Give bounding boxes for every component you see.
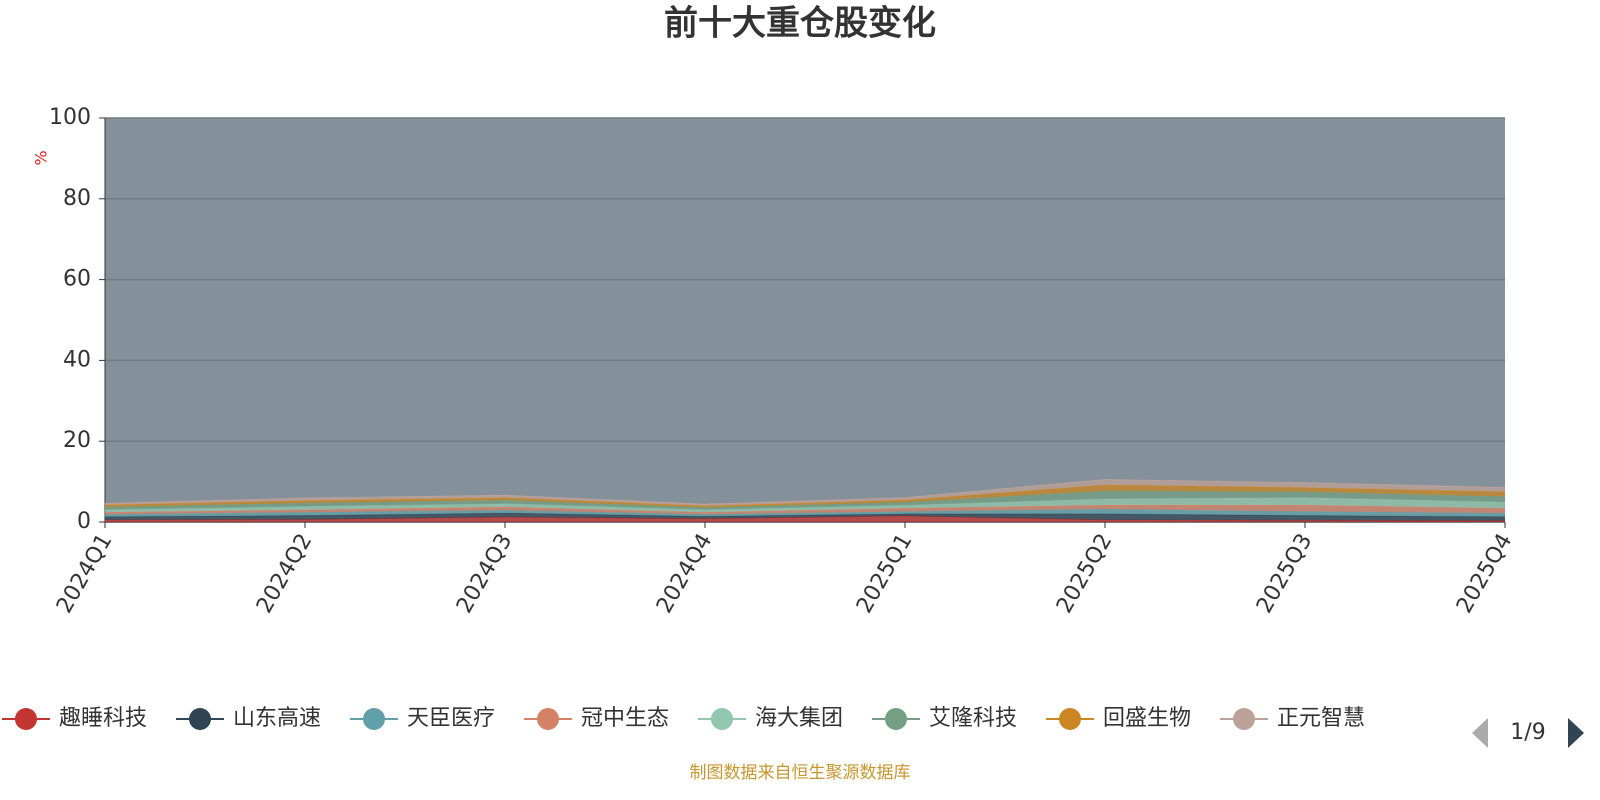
legend-marker [15, 708, 37, 730]
area [105, 505, 1505, 515]
chart-title: 前十大重仓股变化 [664, 4, 936, 44]
source-note: 制图数据来自恒生聚源数据库 [690, 763, 911, 783]
area [105, 484, 1505, 508]
y-tick-label: 60 [63, 267, 91, 292]
legend-label: 回盛生物 [1103, 706, 1191, 731]
legend-marker [885, 708, 907, 730]
legend-label: 冠中生态 [581, 706, 669, 731]
plot-background [105, 118, 1505, 522]
y-unit: % [32, 150, 51, 165]
area [105, 497, 1505, 513]
legend-marker [1233, 708, 1255, 730]
area [105, 513, 1505, 521]
x-tick-label: 2024Q1 [52, 530, 117, 618]
legend-marker [537, 708, 559, 730]
x-tick-label: 2025Q4 [1452, 530, 1517, 618]
legend-marker [363, 708, 385, 730]
y-tick-label: 80 [63, 186, 91, 211]
x-tick-label: 2025Q2 [1052, 530, 1117, 618]
legend-label: 海大集团 [755, 706, 843, 731]
x-tick-label: 2025Q3 [1252, 530, 1317, 618]
legend-label: 正元智慧 [1277, 706, 1365, 731]
legend-marker [189, 708, 211, 730]
legend-label: 天臣医疗 [407, 706, 495, 731]
legend-next[interactable] [1568, 718, 1584, 748]
legend-label: 山东高速 [233, 706, 321, 731]
x-tick-label: 2024Q2 [252, 530, 317, 618]
legend-label: 趣睡科技 [59, 706, 147, 731]
legend-marker [711, 708, 733, 730]
y-tick-label: 0 [77, 509, 91, 534]
legend-marker [1059, 708, 1081, 730]
y-tick-label: 20 [63, 428, 91, 453]
area [105, 490, 1505, 510]
legend-page: 1/9 [1510, 720, 1545, 745]
x-tick-label: 2024Q4 [652, 530, 717, 618]
legend-prev[interactable] [1472, 718, 1488, 748]
area-line [104, 479, 1506, 505]
legend-label: 艾隆科技 [929, 706, 1017, 731]
y-tick-label: 40 [63, 347, 91, 372]
x-tick-label: 2025Q1 [852, 530, 917, 618]
y-tick-label: 100 [49, 105, 91, 130]
x-tick-label: 2024Q3 [452, 530, 517, 618]
